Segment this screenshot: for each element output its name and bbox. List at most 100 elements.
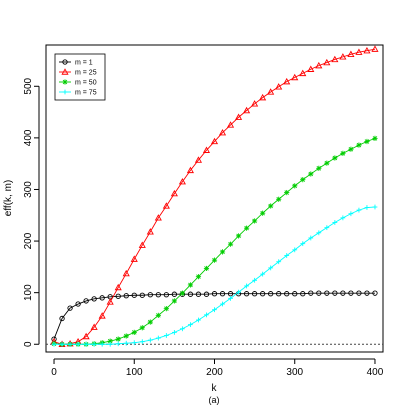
legend-entry: m = 75	[59, 90, 97, 97]
data-point	[308, 235, 314, 241]
data-point	[356, 142, 362, 148]
marker-shape	[75, 301, 81, 307]
marker-shape	[372, 290, 378, 296]
data-point	[339, 53, 347, 60]
marker-shape	[292, 291, 298, 297]
data-point	[340, 290, 346, 296]
data-point	[348, 211, 354, 217]
marker-stroke	[364, 139, 370, 144]
data-point	[59, 315, 65, 322]
data-point	[356, 207, 362, 213]
marker-shape	[147, 292, 153, 298]
chart-caption: (a)	[209, 395, 220, 405]
marker-shape	[307, 65, 315, 72]
marker-shape	[194, 156, 203, 163]
marker-shape	[308, 290, 314, 296]
data-point	[347, 50, 355, 57]
data-point	[138, 241, 146, 248]
data-point	[194, 156, 203, 163]
marker-shape	[323, 58, 331, 66]
data-point	[276, 196, 282, 202]
data-point	[107, 341, 113, 347]
marker-stroke	[164, 306, 169, 311]
data-point	[219, 291, 226, 297]
legend-marker	[61, 68, 69, 75]
legend-marker	[62, 79, 68, 85]
marker-stroke	[332, 155, 338, 161]
marker-stroke	[372, 136, 378, 141]
data-point	[219, 249, 226, 255]
marker-shape	[218, 128, 227, 136]
data-point	[292, 247, 298, 253]
data-point	[364, 205, 370, 210]
marker-shape	[138, 241, 146, 248]
marker-shape	[348, 290, 354, 296]
data-point	[67, 341, 73, 347]
data-point	[316, 230, 322, 236]
data-point	[235, 233, 242, 239]
data-point	[147, 292, 153, 298]
data-point	[252, 218, 258, 224]
data-point	[364, 290, 370, 296]
marker-shape	[219, 291, 226, 297]
data-point	[211, 291, 218, 297]
marker-shape	[251, 291, 258, 297]
data-point	[324, 225, 330, 231]
marker-stroke	[115, 336, 121, 342]
data-point	[235, 113, 243, 120]
data-point	[59, 341, 65, 347]
data-point	[131, 340, 137, 346]
marker-stroke	[131, 330, 137, 335]
data-point	[372, 290, 378, 296]
data-point	[364, 138, 370, 145]
data-point	[259, 93, 267, 101]
data-point	[106, 298, 114, 305]
data-point	[284, 253, 290, 258]
data-point	[308, 171, 314, 177]
x-axis: 0 100 200 300 400	[51, 358, 384, 378]
marker-shape	[267, 88, 275, 95]
marker-shape	[67, 305, 73, 311]
data-point	[244, 283, 249, 289]
marker-stroke	[308, 171, 314, 177]
data-point	[332, 290, 338, 296]
legend-entry: m = 1	[59, 59, 93, 67]
data-point	[332, 155, 338, 161]
marker-stroke	[107, 338, 113, 344]
data-point	[171, 329, 177, 335]
data-point	[283, 77, 291, 85]
marker-shape	[59, 315, 65, 322]
marker-shape	[210, 137, 219, 145]
data-point	[204, 312, 209, 318]
marker-stroke	[212, 257, 217, 263]
marker-stroke	[196, 274, 201, 279]
marker-shape	[171, 291, 178, 297]
data-point	[67, 305, 73, 311]
data-point	[171, 291, 178, 297]
data-point	[187, 282, 194, 288]
data-point	[115, 336, 121, 342]
y-tick-label: 100	[23, 284, 34, 301]
marker-stroke	[356, 142, 362, 148]
data-point	[355, 48, 363, 55]
data-point	[226, 121, 235, 128]
marker-shape	[163, 292, 170, 298]
marker-shape	[178, 178, 186, 185]
data-point	[83, 341, 89, 347]
marker-shape	[283, 77, 291, 85]
data-point	[268, 203, 274, 209]
series-3	[51, 135, 378, 347]
data-point	[251, 100, 259, 107]
data-point	[139, 325, 145, 331]
data-point	[196, 317, 201, 323]
marker-shape	[202, 146, 211, 153]
marker-shape	[226, 121, 235, 128]
data-point	[299, 69, 307, 77]
data-point	[284, 189, 290, 196]
marker-shape	[203, 291, 210, 297]
marker-shape	[355, 48, 363, 55]
data-point	[91, 296, 97, 302]
data-point	[162, 202, 170, 209]
marker-shape	[251, 100, 259, 107]
data-point	[252, 277, 258, 283]
